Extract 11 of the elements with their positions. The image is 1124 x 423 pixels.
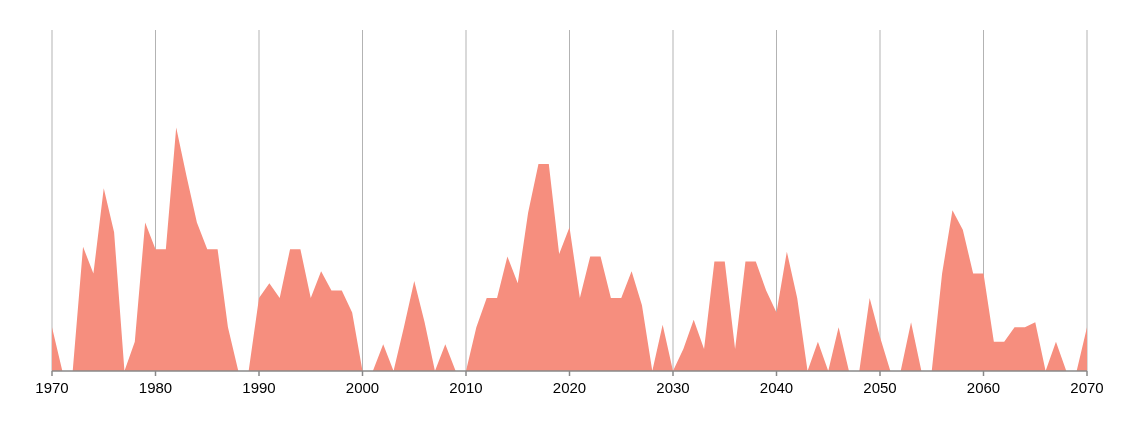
- x-tick-label: 1980: [138, 379, 173, 396]
- x-tick-label: 1970: [35, 379, 69, 396]
- x-tick-label: 1990: [242, 379, 276, 396]
- x-tick-label: 2060: [966, 379, 1001, 396]
- x-tick-label: 2030: [656, 379, 690, 396]
- x-tick-label: 2000: [345, 379, 380, 396]
- x-tick-label: 2040: [759, 379, 794, 396]
- x-tick-label: 2050: [863, 379, 897, 396]
- x-tick-label: 2070: [1070, 379, 1104, 396]
- x-tick-label: 2010: [449, 379, 483, 396]
- x-tick-label: 2020: [552, 379, 587, 396]
